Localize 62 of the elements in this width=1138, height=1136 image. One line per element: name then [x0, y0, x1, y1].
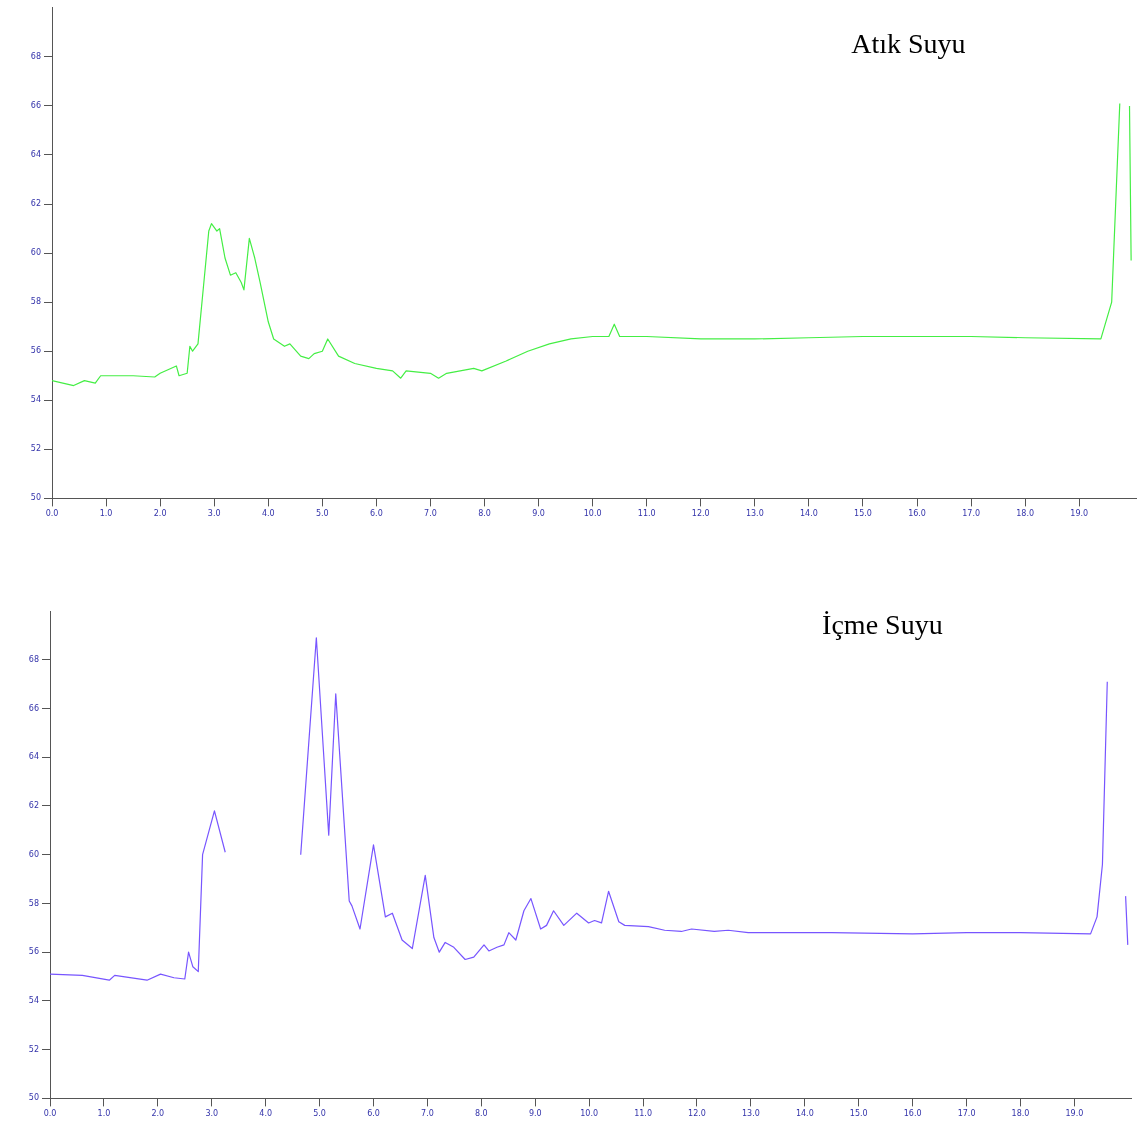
x-tick-label: 10.0 — [583, 509, 602, 519]
x-tick-label: 17.0 — [957, 1109, 976, 1119]
y-tick-label: 58 — [30, 297, 41, 307]
x-tick-label: 9.0 — [532, 509, 545, 519]
x-tick-label: 19.0 — [1070, 509, 1089, 519]
x-tick-label: 1.0 — [99, 509, 113, 519]
x-tick-label: 9.0 — [528, 1109, 542, 1119]
y-tick-label: 54 — [30, 395, 41, 405]
x-tick-label: 0.0 — [45, 509, 59, 519]
x-tick-label: 19.0 — [1065, 1109, 1084, 1119]
x-tick-label: 6.0 — [367, 1109, 380, 1119]
x-tick-label: 11.0 — [634, 1109, 652, 1119]
x-tick-label: 4.0 — [261, 509, 275, 519]
x-tick-label: 2.0 — [151, 1109, 165, 1119]
y-tick-label: 56 — [28, 947, 39, 957]
y-tick-label: 52 — [28, 1044, 39, 1054]
y-tick-label: 54 — [28, 996, 39, 1005]
x-tick-label: 11.0 — [637, 509, 656, 519]
y-tick-label: 50 — [30, 493, 41, 503]
x-tick-label: 1.0 — [97, 1109, 111, 1119]
x-tick-label: 7.0 — [421, 1109, 434, 1119]
x-tick-label: 13.0 — [745, 509, 764, 519]
x-tick-label: 15.0 — [854, 509, 872, 519]
y-tick-label: 60 — [30, 248, 41, 258]
x-tick-label: 18.0 — [1011, 1109, 1030, 1119]
y-tick-label: 62 — [28, 801, 39, 811]
x-tick-label: 12.0 — [688, 1109, 706, 1119]
x-tick-label: 5.0 — [313, 1109, 326, 1119]
y-tick-label: 62 — [30, 199, 41, 209]
y-tick-label: 64 — [28, 752, 39, 762]
y-tick-label: 64 — [30, 150, 41, 160]
y-tick-label: 58 — [28, 898, 39, 908]
x-tick-label: 4.0 — [259, 1109, 273, 1119]
x-tick-label: 10.0 — [580, 1109, 599, 1119]
x-tick-label: 18.0 — [1016, 509, 1035, 519]
x-tick-label: 16.0 — [908, 509, 926, 519]
x-tick-label: 2.0 — [153, 509, 167, 519]
x-tick-label: 15.0 — [849, 1109, 868, 1119]
x-tick-label: 3.0 — [205, 1109, 219, 1119]
y-tick-label: 66 — [30, 101, 41, 110]
x-tick-label: 7.0 — [424, 509, 437, 519]
x-tick-label: 12.0 — [691, 509, 710, 519]
text: Atık Suyu — [851, 28, 966, 60]
y-tick-label: 68 — [30, 51, 41, 61]
chart-title: İçme Suyu — [822, 609, 943, 641]
x-tick-label: 8.0 — [478, 509, 491, 519]
x-tick-label: 16.0 — [903, 1109, 922, 1119]
y-tick-label: 60 — [28, 849, 39, 859]
x-tick-label: 6.0 — [370, 509, 383, 519]
y-tick-label: 68 — [28, 654, 39, 664]
y-tick-label: 56 — [30, 346, 41, 356]
x-tick-label: 14.0 — [795, 1109, 814, 1119]
x-tick-label: 13.0 — [741, 1109, 760, 1119]
x-tick-label: 8.0 — [474, 1109, 488, 1119]
y-tick-label: 66 — [28, 703, 39, 713]
x-tick-label: 3.0 — [207, 509, 221, 519]
x-tick-label: 0.0 — [43, 1109, 57, 1119]
x-tick-label: 5.0 — [315, 509, 329, 519]
y-tick-label: 52 — [30, 444, 41, 454]
y-tick-label: 50 — [28, 1093, 39, 1103]
x-tick-label: 14.0 — [800, 509, 818, 519]
x-tick-label: 17.0 — [962, 509, 981, 519]
